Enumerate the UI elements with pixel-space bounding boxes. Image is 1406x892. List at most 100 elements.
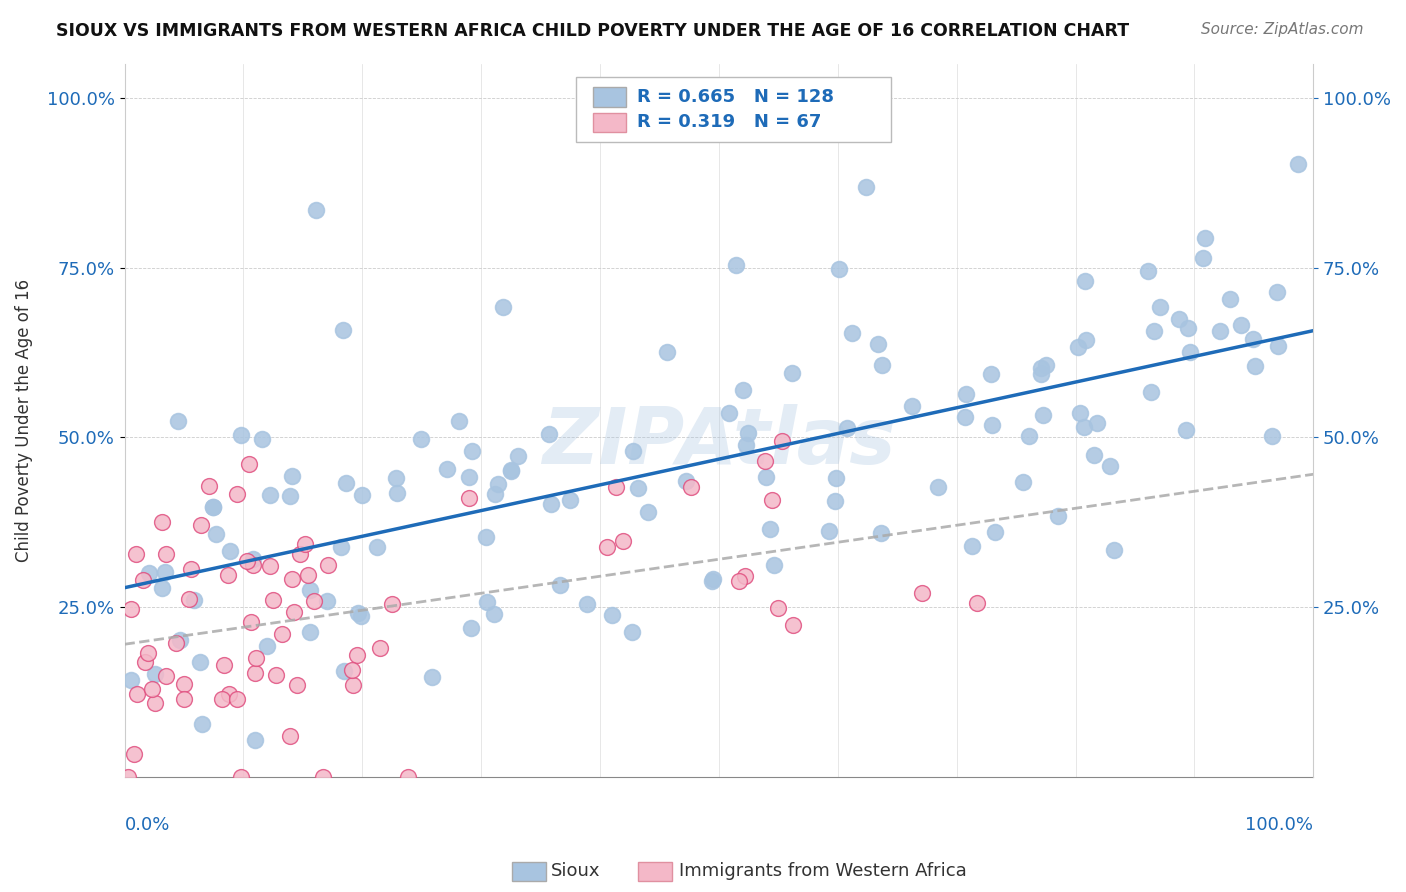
Point [1149, 300, 1171, 314]
Point [718, 407, 741, 421]
Point [735, 437, 758, 451]
Point [1261, 429, 1284, 443]
Point [1011, 475, 1033, 489]
Text: R = 0.665   N = 128: R = 0.665 N = 128 [637, 87, 834, 106]
Text: Source: ZipAtlas.com: Source: ZipAtlas.com [1201, 22, 1364, 37]
Point [245, 733, 267, 747]
Point [180, 562, 202, 576]
Point [953, 410, 976, 425]
Point [259, 488, 281, 502]
Point [447, 414, 470, 428]
Point [866, 337, 889, 351]
Point [1243, 359, 1265, 373]
Point [177, 591, 200, 606]
Point [420, 670, 443, 684]
Point [537, 427, 560, 442]
Point [901, 399, 924, 413]
Point [202, 500, 225, 515]
Point [702, 572, 724, 586]
Point [198, 478, 221, 492]
Point [983, 524, 1005, 539]
Point [962, 539, 984, 553]
FancyBboxPatch shape [593, 87, 626, 107]
Point [231, 770, 253, 784]
FancyBboxPatch shape [593, 112, 626, 133]
Point [165, 636, 187, 650]
Text: Immigrants from Western Africa: Immigrants from Western Africa [679, 863, 967, 880]
Point [737, 425, 759, 440]
Point [150, 515, 173, 529]
Point [475, 530, 498, 544]
Point [167, 414, 190, 428]
Point [191, 717, 214, 731]
Point [675, 474, 697, 488]
Point [966, 596, 988, 610]
Point [236, 553, 259, 567]
Point [312, 770, 335, 784]
Point [218, 544, 240, 558]
Point [214, 658, 236, 673]
Point [1102, 542, 1125, 557]
Point [316, 594, 339, 608]
Point [226, 487, 249, 501]
Point [484, 607, 506, 622]
Point [755, 470, 778, 484]
Point [872, 358, 894, 372]
Point [217, 568, 239, 582]
Point [835, 421, 858, 435]
Point [285, 678, 308, 692]
Point [458, 469, 481, 483]
Point [460, 621, 482, 635]
Point [491, 300, 513, 314]
Point [132, 573, 155, 587]
Point [1098, 458, 1121, 473]
Point [766, 601, 789, 615]
Point [124, 747, 146, 761]
Point [117, 770, 139, 784]
Point [368, 640, 391, 655]
Point [1069, 406, 1091, 420]
Text: R = 0.319   N = 67: R = 0.319 N = 67 [637, 113, 821, 131]
Point [350, 487, 373, 501]
Point [299, 583, 322, 598]
Point [1067, 341, 1090, 355]
Point [294, 537, 316, 551]
Point [1241, 332, 1264, 346]
Point [384, 471, 406, 485]
Point [475, 595, 498, 609]
Point [1219, 292, 1241, 306]
Point [297, 567, 319, 582]
Point [155, 669, 177, 683]
Point [280, 489, 302, 503]
Point [558, 492, 581, 507]
Point [761, 493, 783, 508]
Point [828, 261, 851, 276]
Point [342, 678, 364, 692]
Text: ZIPAtlas: ZIPAtlas [543, 404, 896, 480]
Point [143, 696, 166, 710]
Point [278, 729, 301, 743]
Point [1136, 263, 1159, 277]
Point [316, 558, 339, 573]
Point [824, 494, 846, 508]
Point [758, 522, 780, 536]
Point [575, 597, 598, 611]
Point [205, 527, 228, 541]
Point [817, 524, 839, 538]
Point [681, 480, 703, 494]
Point [1083, 448, 1105, 462]
Point [256, 639, 278, 653]
Point [1143, 324, 1166, 338]
Point [1035, 358, 1057, 372]
Text: 0.0%: 0.0% [125, 816, 170, 834]
Point [782, 618, 804, 632]
Point [243, 665, 266, 680]
Point [183, 593, 205, 607]
Point [825, 471, 848, 485]
Point [1174, 423, 1197, 437]
Point [398, 770, 420, 784]
Point [1267, 339, 1289, 353]
Point [927, 480, 949, 494]
Point [1168, 312, 1191, 326]
Point [120, 601, 142, 615]
